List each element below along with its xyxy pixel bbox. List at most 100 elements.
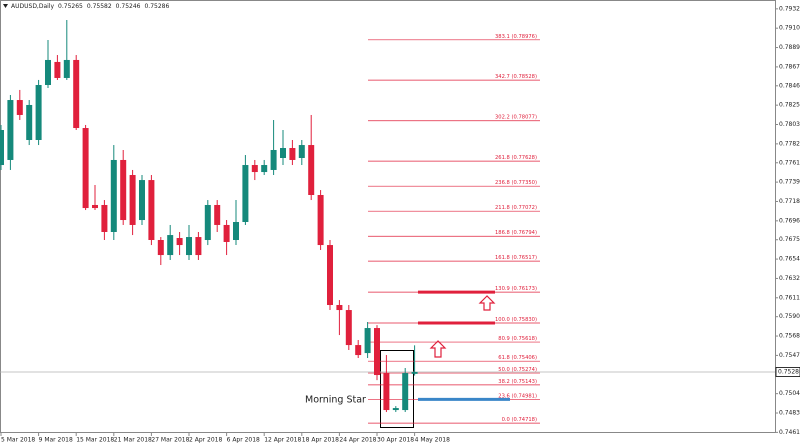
candle-body [148, 180, 155, 241]
candle-body [355, 345, 362, 356]
header-part: 0.75246 [116, 3, 141, 10]
candle-body [411, 371, 418, 374]
candle-body [54, 61, 61, 78]
fib-label: 23.6 (0.74981) [498, 393, 537, 399]
candle-body [298, 145, 305, 158]
y-tick-label: 0.78465 [779, 82, 800, 89]
x-tick-label: 2 Apr 2018 [189, 437, 222, 444]
x-tick-label: 27 Mar 2018 [151, 437, 189, 444]
y-tick-label: 0.79105 [779, 25, 800, 32]
candle-body [402, 373, 409, 411]
candle-body [270, 149, 277, 170]
fib-label: 383.1 (0.78976) [495, 34, 537, 40]
fib-label: 186.8 (0.76794) [495, 230, 537, 236]
candle-body [110, 159, 117, 232]
chart-header: AUDUSD,Daily 0.75265 0.75582 0.75246 0.75286 [11, 3, 169, 10]
header-part: 0.75582 [87, 3, 112, 10]
y-tick-label: 0.76965 [779, 217, 800, 224]
candle-body [327, 245, 333, 305]
candle-body [214, 204, 221, 225]
header-part: 0.75286 [144, 3, 169, 10]
candle-body [129, 175, 136, 225]
header-part: 0.75265 [58, 3, 83, 10]
x-tick-label: 12 Apr 2018 [264, 437, 301, 444]
header-part: AUDUSD,Daily [11, 3, 54, 10]
x-tick-label: 9 Mar 2018 [39, 437, 73, 444]
candle-body [242, 165, 249, 223]
candle-body [392, 408, 399, 411]
candle-body [63, 59, 70, 78]
candle-body [289, 148, 296, 160]
candle-body [317, 194, 324, 246]
annotation: Morning Star [305, 395, 366, 406]
fib-label: 161.8 (0.76517) [495, 255, 537, 261]
candle-body [73, 59, 80, 129]
candle-body [82, 128, 89, 209]
fib-label: 211.8 (0.77072) [495, 205, 537, 211]
fib-label: 236.8 (0.77350) [495, 180, 537, 186]
fib-label: 50.0 (0.75274) [498, 367, 537, 373]
y-tick-label: 0.78675 [779, 63, 800, 70]
candle-body [176, 238, 183, 246]
candle-body [308, 145, 315, 195]
y-tick-label: 0.74615 [779, 429, 800, 436]
candle-body [92, 204, 98, 209]
y-tick-label: 0.76325 [779, 275, 800, 282]
candle-body [223, 224, 230, 242]
x-tick-label: 5 Mar 2018 [1, 437, 35, 444]
x-tick-label: 15 Mar 2018 [76, 437, 114, 444]
candle-body [280, 148, 286, 158]
candle-body [345, 310, 352, 346]
fib-label: 0.0 (0.74718) [502, 417, 537, 423]
current-price-label: 0.75286 [778, 368, 800, 375]
fib-label: 342.7 (0.78528) [495, 74, 537, 80]
candle-body [364, 328, 371, 354]
menu-triangle [3, 4, 8, 8]
candle-body [261, 165, 268, 173]
candle-body [251, 165, 258, 173]
fib-label: 302.2 (0.78077) [495, 115, 537, 121]
x-tick-label: 30 Apr 2018 [377, 437, 414, 444]
x-tick-label: 24 Apr 2018 [339, 437, 376, 444]
y-tick-label: 0.78035 [779, 121, 800, 128]
candle-body [204, 204, 211, 241]
candle-body [186, 237, 192, 256]
candle-body [374, 328, 380, 376]
arrow-up [429, 340, 447, 358]
x-tick-label: 4 May 2018 [415, 437, 450, 444]
pattern-box [380, 350, 414, 428]
x-tick-label: 21 Mar 2018 [114, 437, 152, 444]
candle-body [195, 237, 202, 256]
y-tick-label: 0.77395 [779, 179, 800, 186]
candle-body [233, 222, 239, 241]
y-tick-label: 0.75685 [779, 333, 800, 340]
fib-label: 261.8 (0.77628) [495, 155, 537, 161]
fib-label: 61.8 (0.75406) [498, 355, 537, 361]
candle-body [120, 159, 127, 221]
candle-body [167, 235, 174, 256]
candle-body [383, 373, 390, 411]
x-tick-label: 18 Apr 2018 [302, 437, 339, 444]
arrow-up [478, 295, 496, 311]
candle-body [139, 180, 145, 221]
fib-label: 38.2 (0.75143) [498, 379, 537, 385]
candle-body [0, 130, 4, 166]
y-tick-label: 0.75045 [779, 390, 800, 397]
plot-frame [0, 0, 776, 433]
candle-body [101, 204, 108, 232]
x-tick-label: 6 Apr 2018 [227, 437, 260, 444]
candle-body [7, 100, 14, 160]
candle-body [35, 84, 42, 140]
candle-body [157, 240, 164, 256]
